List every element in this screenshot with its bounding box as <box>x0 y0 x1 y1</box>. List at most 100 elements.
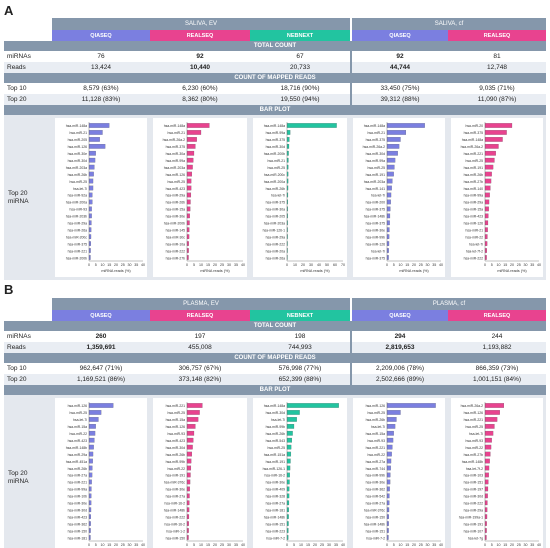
group-header-spacer <box>4 298 52 310</box>
bar <box>386 137 401 142</box>
category-tick-label: hsa-miR-148b <box>264 515 285 519</box>
x-tick-label: 0 <box>186 543 188 547</box>
bar <box>484 206 489 212</box>
bar <box>484 410 500 415</box>
bar <box>386 248 389 253</box>
x-tick-label: 0 <box>484 543 486 547</box>
bar <box>484 437 492 443</box>
bar <box>386 451 392 457</box>
bar <box>88 171 94 177</box>
category-tick-label: hsa-miR-30d <box>464 495 484 499</box>
category-tick-label: hsa-miR-203a <box>66 166 87 170</box>
top10-row-value: 576,998 (77%) <box>250 363 350 374</box>
category-tick-label: hsa-miR-200b <box>66 256 87 260</box>
category-tick-label: hsa-miR-145 <box>166 228 186 232</box>
bar <box>484 255 487 260</box>
bar <box>186 220 190 226</box>
bar <box>484 178 492 184</box>
bar <box>484 493 488 499</box>
bar <box>386 410 401 415</box>
category-tick-label: hsa-miR-25 <box>367 411 385 415</box>
x-tick-label: 30 <box>128 543 132 547</box>
bar <box>484 417 498 422</box>
x-tick-label: 25 <box>419 543 423 547</box>
top20-mirna-label: Top 20 miRNA <box>8 470 29 486</box>
category-tick-label: hsa-miR-375 <box>366 256 386 260</box>
bar <box>186 410 200 415</box>
group-cf-label: SALIVA, cf <box>350 18 546 30</box>
category-tick-label: hsa-miR-205 <box>266 215 286 219</box>
bar <box>88 206 92 212</box>
bar <box>484 248 487 253</box>
x-tick-label: 40 <box>439 543 443 547</box>
x-tick-label: 70 <box>341 263 345 267</box>
bar <box>386 185 392 191</box>
category-tick-label: hsa-miR-103 <box>464 474 484 478</box>
mirnas-row-value: 92 <box>150 51 250 62</box>
category-tick-label: hsa-miR-221 <box>166 404 186 408</box>
x-tick-label: 20 <box>114 543 118 547</box>
x-tick-label: 25 <box>517 263 521 267</box>
x-tick-label: 10 <box>199 263 203 267</box>
category-tick-label: hsa-miR-26b <box>366 418 386 422</box>
method-realseq-header: REALSEQ <box>448 30 546 41</box>
category-tick-label: hsa-let-7i <box>371 249 385 253</box>
category-tick-label: hsa-miR-30a <box>166 152 186 156</box>
category-tick-label: hsa-miR-21 <box>465 228 483 232</box>
bar <box>484 192 490 198</box>
bar <box>484 227 488 233</box>
total-count-band-label: TOTAL COUNT <box>4 41 546 51</box>
x-tick-label: 10 <box>299 543 303 547</box>
category-tick-label: hsa-miR-29a <box>464 508 484 512</box>
bar <box>386 255 389 260</box>
x-tick-label: 30 <box>524 543 528 547</box>
bar-chart-qiaseq: hsa-miR-126 hsa-miR-25 hsa-miR-26b hsa-let-… <box>353 398 445 548</box>
category-tick-label: hsa-miR-30d <box>68 159 88 163</box>
x-tick-label: 5 <box>95 263 97 267</box>
x-axis-label: miRNA reads (%) <box>300 269 330 273</box>
category-tick-label: hsa-miR-151 <box>266 522 286 526</box>
reads-row-value: 2,819,653 <box>350 342 448 353</box>
x-tick-label: 15 <box>405 263 409 267</box>
bar <box>88 227 92 233</box>
category-tick-label: hsa-miR-197 <box>464 488 484 492</box>
bar <box>186 507 190 513</box>
category-tick-label: hsa-let-7i <box>271 418 285 422</box>
category-tick-label: hsa-miR-99b <box>366 235 386 239</box>
chart-axis <box>484 122 539 262</box>
method-header-spacer <box>4 310 52 321</box>
bar <box>88 451 94 457</box>
bar <box>186 444 193 450</box>
category-tick-label: hsa-miR-126 <box>464 411 484 415</box>
x-tick-label: 5 <box>95 543 97 547</box>
chart-axis <box>88 122 143 262</box>
x-tick-label: 30 <box>128 263 132 267</box>
category-tick-label: hsa-miR-191 <box>266 460 286 464</box>
category-tick-label: hsa-miR-375 <box>166 145 186 149</box>
bar <box>88 535 91 540</box>
bar <box>386 234 390 239</box>
reads-row-value: 1,193,882 <box>448 342 546 353</box>
category-tick-label: hsa-miR-29a <box>166 194 186 198</box>
top20-mirna-label-line: Top 20 <box>8 189 28 197</box>
category-tick-label: hsa-let-7i <box>469 242 483 246</box>
category-tick-label: hsa-miR-140 <box>464 187 484 191</box>
bar <box>386 144 400 149</box>
x-axis-label: miRNA reads (%) <box>399 269 429 273</box>
x-tick-label: 40 <box>241 263 245 267</box>
bar <box>484 234 488 239</box>
category-tick-label: hsa-miR-223 <box>266 529 286 533</box>
category-tick-label: hsa-miR-181 <box>266 508 286 512</box>
x-tick-label: 0 <box>386 263 388 267</box>
category-tick-label: hsa-miR-22 <box>167 467 185 471</box>
x-tick-label: 0 <box>88 263 90 267</box>
category-tick-label: hsa-miR-126 <box>366 242 386 246</box>
bar <box>186 144 196 149</box>
category-tick-label: hsa-miR-27a <box>366 502 386 506</box>
top20-row-value: 8,362 (80%) <box>150 94 250 105</box>
bar <box>88 123 110 128</box>
bar-plot-band: BAR PLOT <box>4 105 546 115</box>
category-tick-label: hsa-miR-27b <box>464 453 484 457</box>
bar <box>286 157 289 163</box>
x-tick-label: 15 <box>503 263 507 267</box>
